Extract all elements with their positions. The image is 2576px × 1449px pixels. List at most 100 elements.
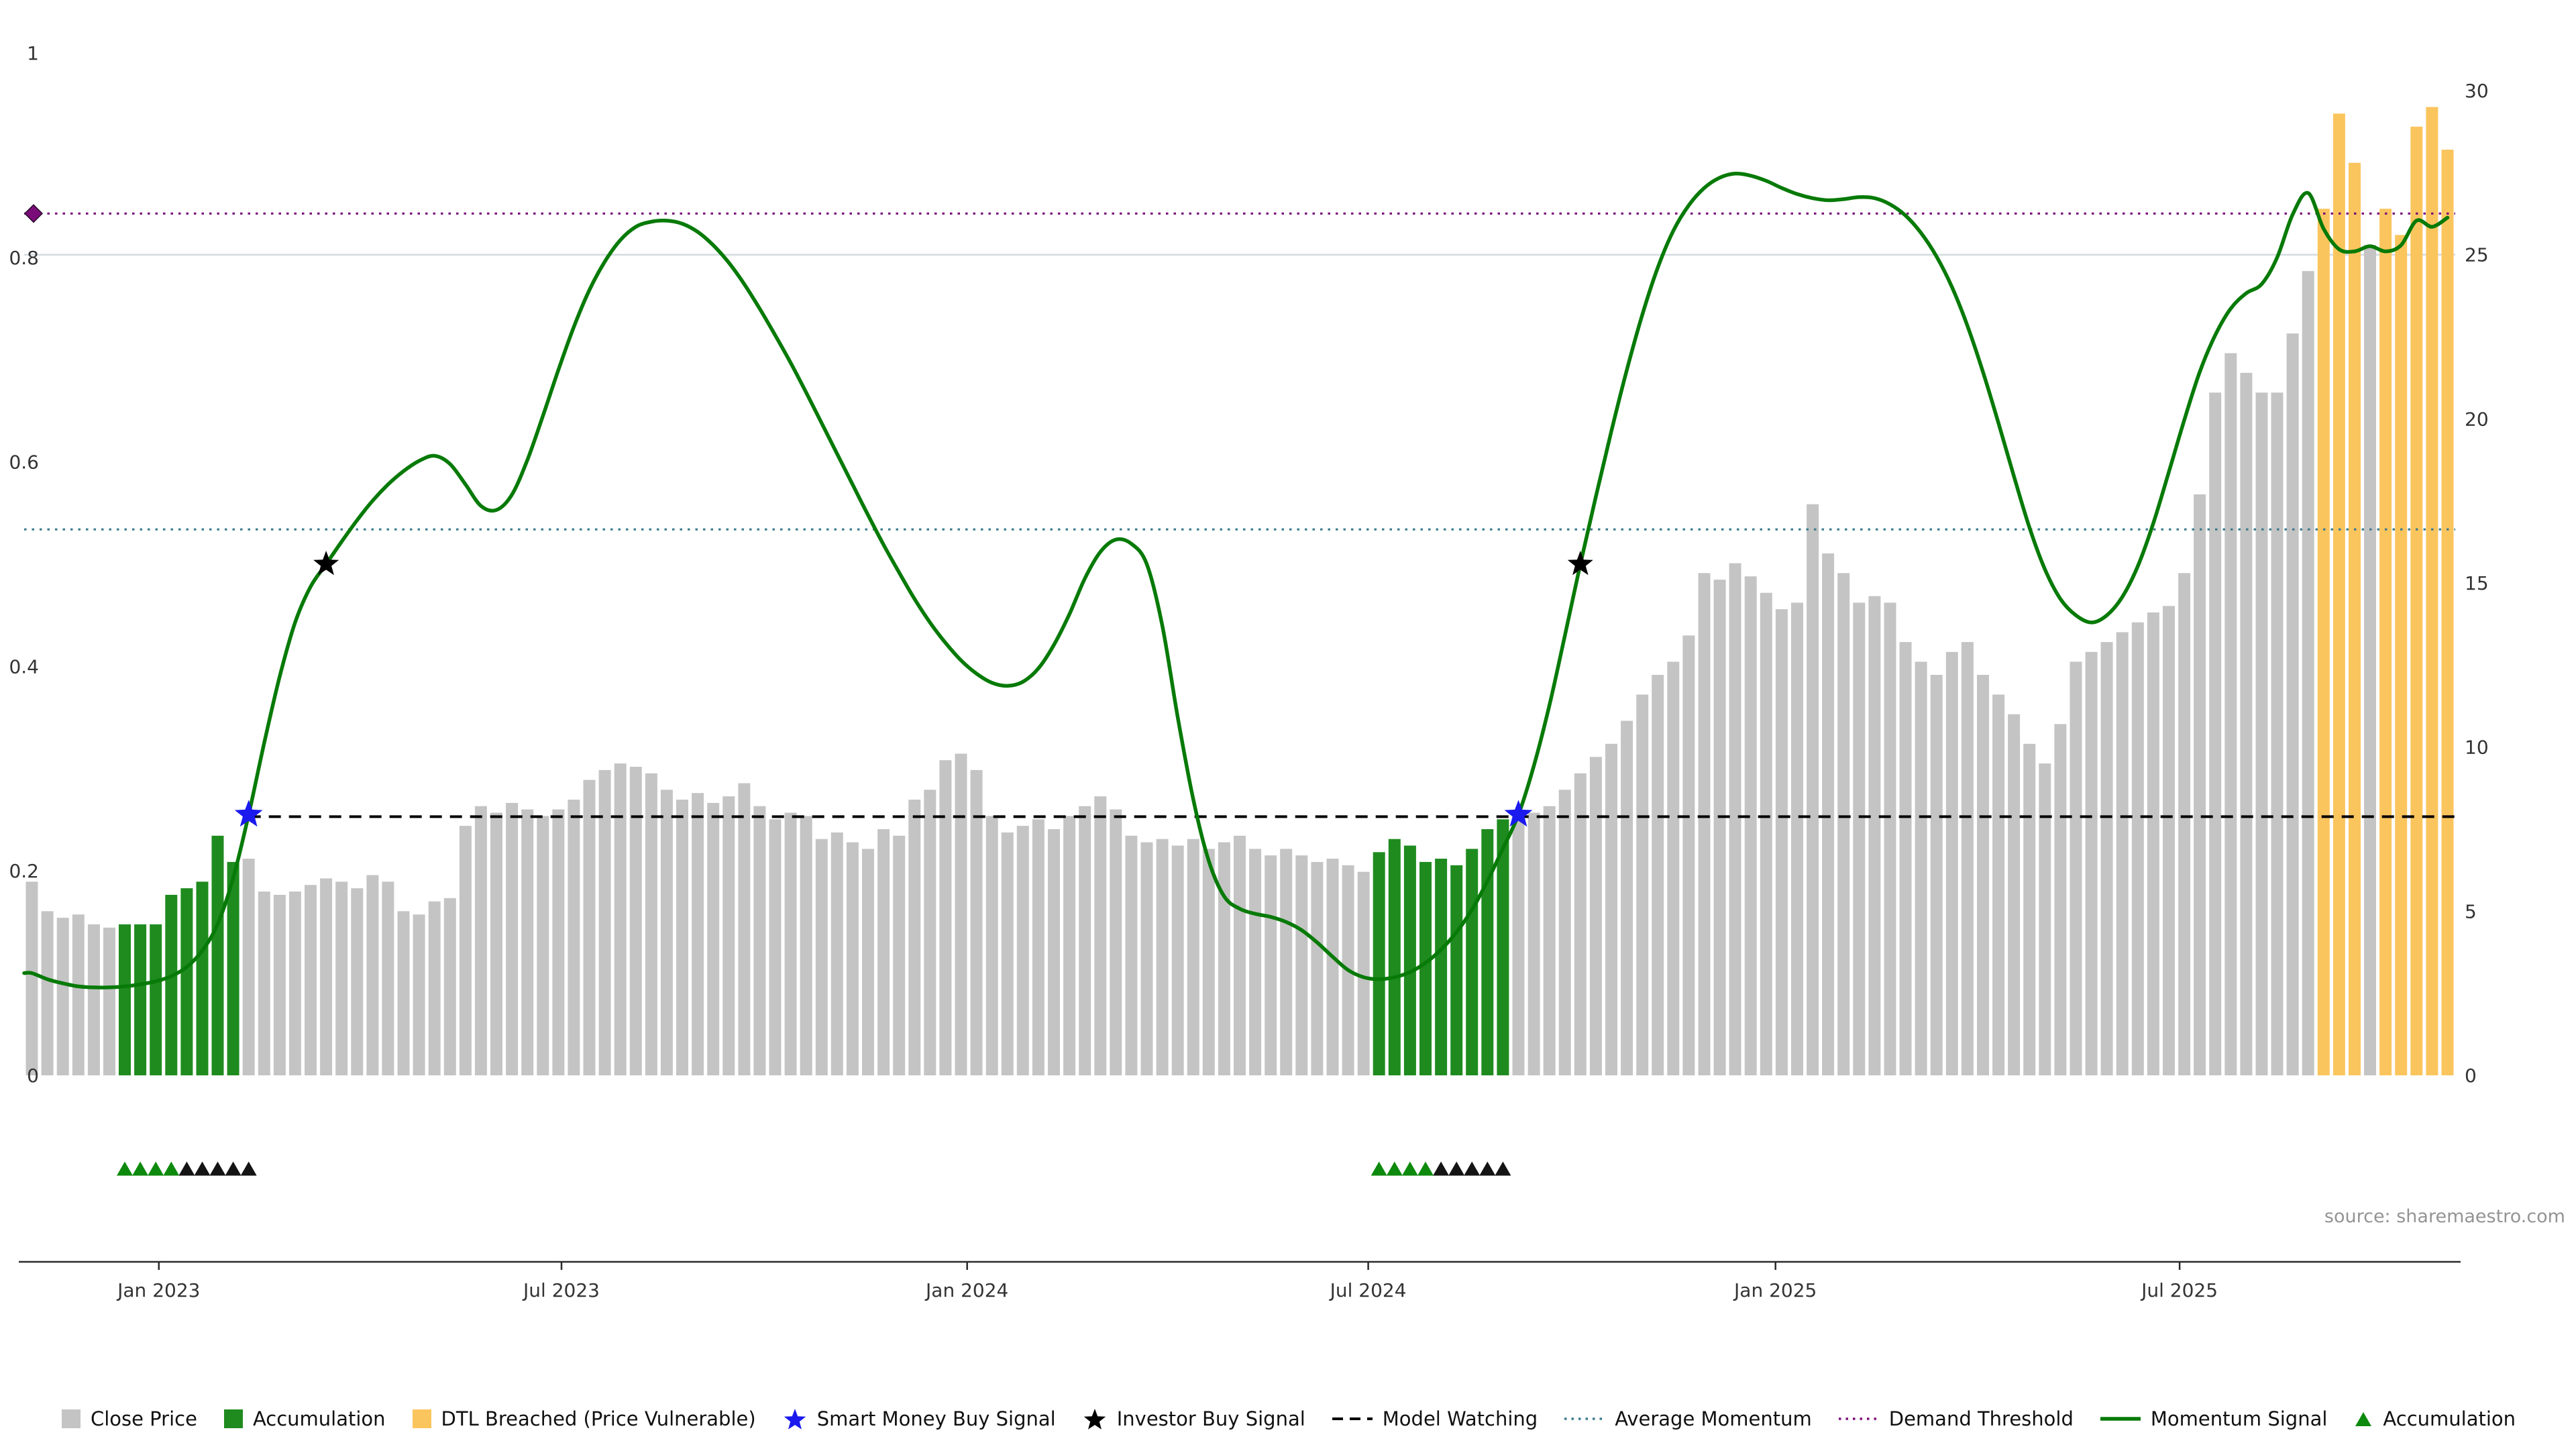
close-price-bar [1140,842,1153,1075]
close-price-bar [955,753,967,1075]
legend-star-icon [1083,1409,1106,1430]
legend-dotted-line-icon [1838,1417,1879,1420]
close-price-bar [769,819,782,1075]
demand-threshold-diamond-icon [23,204,44,223]
close-price-bar [1915,661,1927,1075]
legend-item-label: Accumulation [2383,1407,2516,1430]
close-price-bar [1899,642,1912,1075]
close-price-bar [2209,392,2222,1075]
accumulation-bar [165,894,178,1075]
close-price-bar [1280,849,1293,1075]
accumulation-triangle-icon [1417,1161,1434,1176]
accumulation-bar [1435,859,1448,1075]
close-price-bar [1822,553,1835,1075]
accumulation-bar [1419,861,1432,1075]
close-price-bar [2023,743,2036,1075]
left-axis-tick-label: 0.2 [9,860,39,882]
accumulation-bar [227,861,239,1075]
close-price-bar [707,802,720,1075]
close-price-bar [738,783,751,1075]
close-price-bar [258,892,270,1075]
distribution-triangle-icon [1433,1161,1450,1176]
accumulation-triangle-icon [132,1161,149,1176]
legend-item-label: Accumulation [252,1407,386,1430]
legend-item-label: Smart Money Buy Signal [816,1407,1056,1430]
close-price-bar [490,812,502,1075]
accumulation-bar [134,924,147,1075]
legend-triangle-icon [2355,1412,2372,1426]
accumulation-bar [119,924,131,1075]
close-price-bar [2116,632,2129,1075]
close-price-bar [753,806,766,1075]
dtl-breached-bar [2379,209,2392,1076]
distribution-triangle-icon [194,1161,211,1176]
close-price-bar [1187,839,1199,1075]
close-price-bar [1558,790,1571,1075]
close-price-bar [1032,819,1044,1075]
close-price-bar [1311,861,1324,1075]
close-price-bar [537,816,549,1075]
legend-item-label: Demand Threshold [1888,1407,2074,1430]
close-price-bar [1295,855,1308,1075]
close-price-bar [413,914,425,1075]
close-price-bar [1853,602,1866,1075]
legend-item-label: Investor Buy Signal [1116,1407,1305,1430]
left-axis-tick-label: 1 [27,42,39,64]
close-price-bar [1636,694,1649,1075]
close-price-bar [305,885,317,1075]
accumulation-bar [1466,849,1479,1075]
legend-item-accumulation: Accumulation [2353,1407,2516,1430]
distribution-triangle-icon [240,1161,257,1176]
close-price-bar [1713,580,1726,1075]
close-price-bar [1930,675,1943,1075]
close-price-bar [56,918,69,1075]
close-price-bar [459,826,472,1075]
legend-square-icon [223,1409,243,1428]
distribution-triangle-icon [225,1161,241,1176]
close-price-bar [2131,622,2144,1075]
legend-dashed-line-icon [1332,1417,1373,1420]
right-axis-tick-label: 10 [2465,737,2489,759]
close-price-bar [2224,353,2237,1075]
accumulation-bar [150,924,162,1075]
legend-item-accumulation: Accumulation [223,1407,386,1430]
close-price-bar [443,898,456,1075]
close-price-bar [351,888,364,1075]
close-price-bar [506,802,519,1075]
close-price-bar [924,790,936,1075]
right-axis-tick-label: 20 [2465,408,2489,430]
left-axis-tick-label: 0.8 [9,247,39,269]
close-price-bar [2194,494,2206,1075]
accumulation-triangle-icon [1386,1161,1403,1176]
close-price-bar [676,800,688,1075]
close-price-bar [784,812,797,1075]
close-price-bar [1807,504,1819,1075]
investor-buy-signal-star-icon [313,551,339,576]
legend-star-icon [784,1409,806,1430]
close-price-bar [1218,842,1230,1075]
close-price-bar [397,911,410,1075]
close-price-bar [1001,832,1014,1075]
close-price-bar [2039,763,2051,1075]
legend-item-smart-money-buy-signal: Smart Money Buy Signal [782,1406,1056,1432]
close-price-bar [382,881,394,1075]
momentum-signal-line [22,171,2450,989]
close-price-bar [1512,816,1525,1075]
close-price-bar [1016,826,1029,1075]
dtl-breached-bar [2332,113,2345,1075]
close-price-bar [1729,563,1741,1075]
accumulation-bar [211,835,224,1075]
legend-item-model-watching: Model Watching [1331,1407,1538,1430]
right-axis-tick-label: 15 [2465,572,2489,594]
close-price-bar [1945,651,1958,1075]
close-price-bar [830,832,843,1075]
x-axis-tick-label: Jul 2023 [522,1279,600,1301]
left-axis-tick-label: 0.4 [9,655,39,678]
close-price-bar [862,849,874,1075]
close-price-bar [598,769,611,1075]
close-price-bar [242,859,255,1075]
close-price-bar [877,829,890,1075]
chart-legend: Close Price Accumulation DTL Breached (Pri… [0,1406,2576,1432]
close-price-bar [2178,573,2191,1075]
smart-money-buy-signal-star-icon [234,800,263,827]
